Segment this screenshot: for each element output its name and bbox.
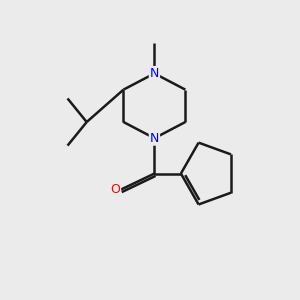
Text: N: N <box>150 67 159 80</box>
Text: N: N <box>150 132 159 145</box>
Text: O: O <box>110 183 120 196</box>
